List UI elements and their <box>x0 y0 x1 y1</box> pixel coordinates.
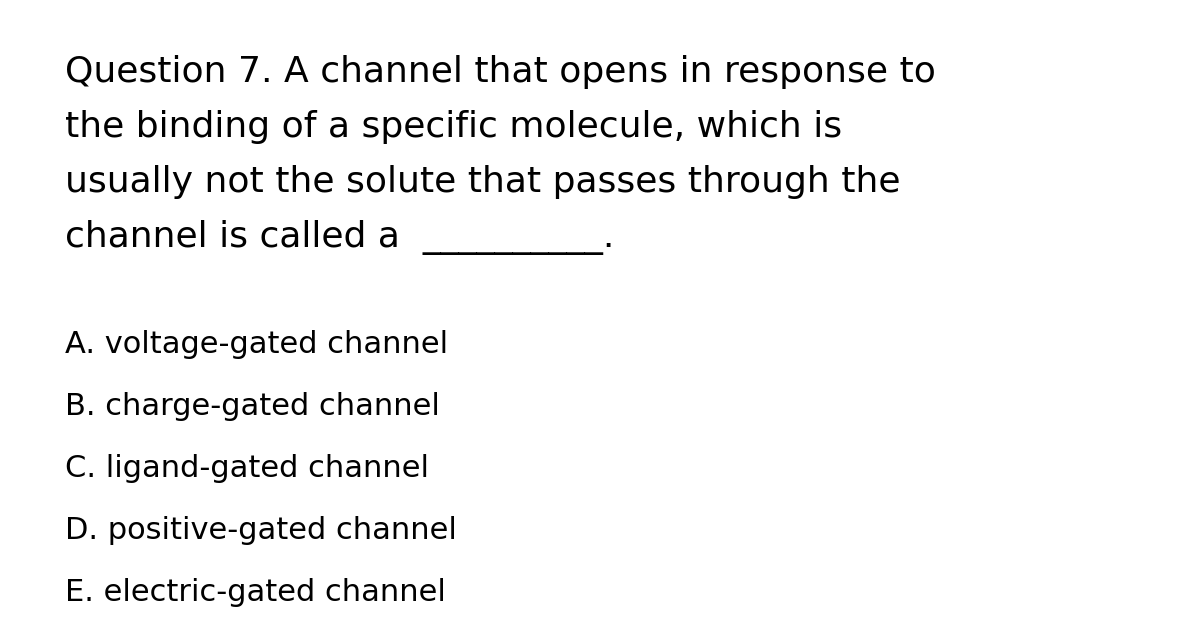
Text: C. ligand-gated channel: C. ligand-gated channel <box>65 454 430 483</box>
Text: usually not the solute that passes through the: usually not the solute that passes throu… <box>65 165 900 199</box>
Text: A. voltage-gated channel: A. voltage-gated channel <box>65 330 448 359</box>
Text: channel is called a  __________.: channel is called a __________. <box>65 220 614 255</box>
Text: D. positive-gated channel: D. positive-gated channel <box>65 516 457 545</box>
Text: B. charge-gated channel: B. charge-gated channel <box>65 392 440 421</box>
Text: E. electric-gated channel: E. electric-gated channel <box>65 578 446 607</box>
Text: Question 7. A channel that opens in response to: Question 7. A channel that opens in resp… <box>65 55 936 89</box>
Text: the binding of a specific molecule, which is: the binding of a specific molecule, whic… <box>65 110 842 144</box>
